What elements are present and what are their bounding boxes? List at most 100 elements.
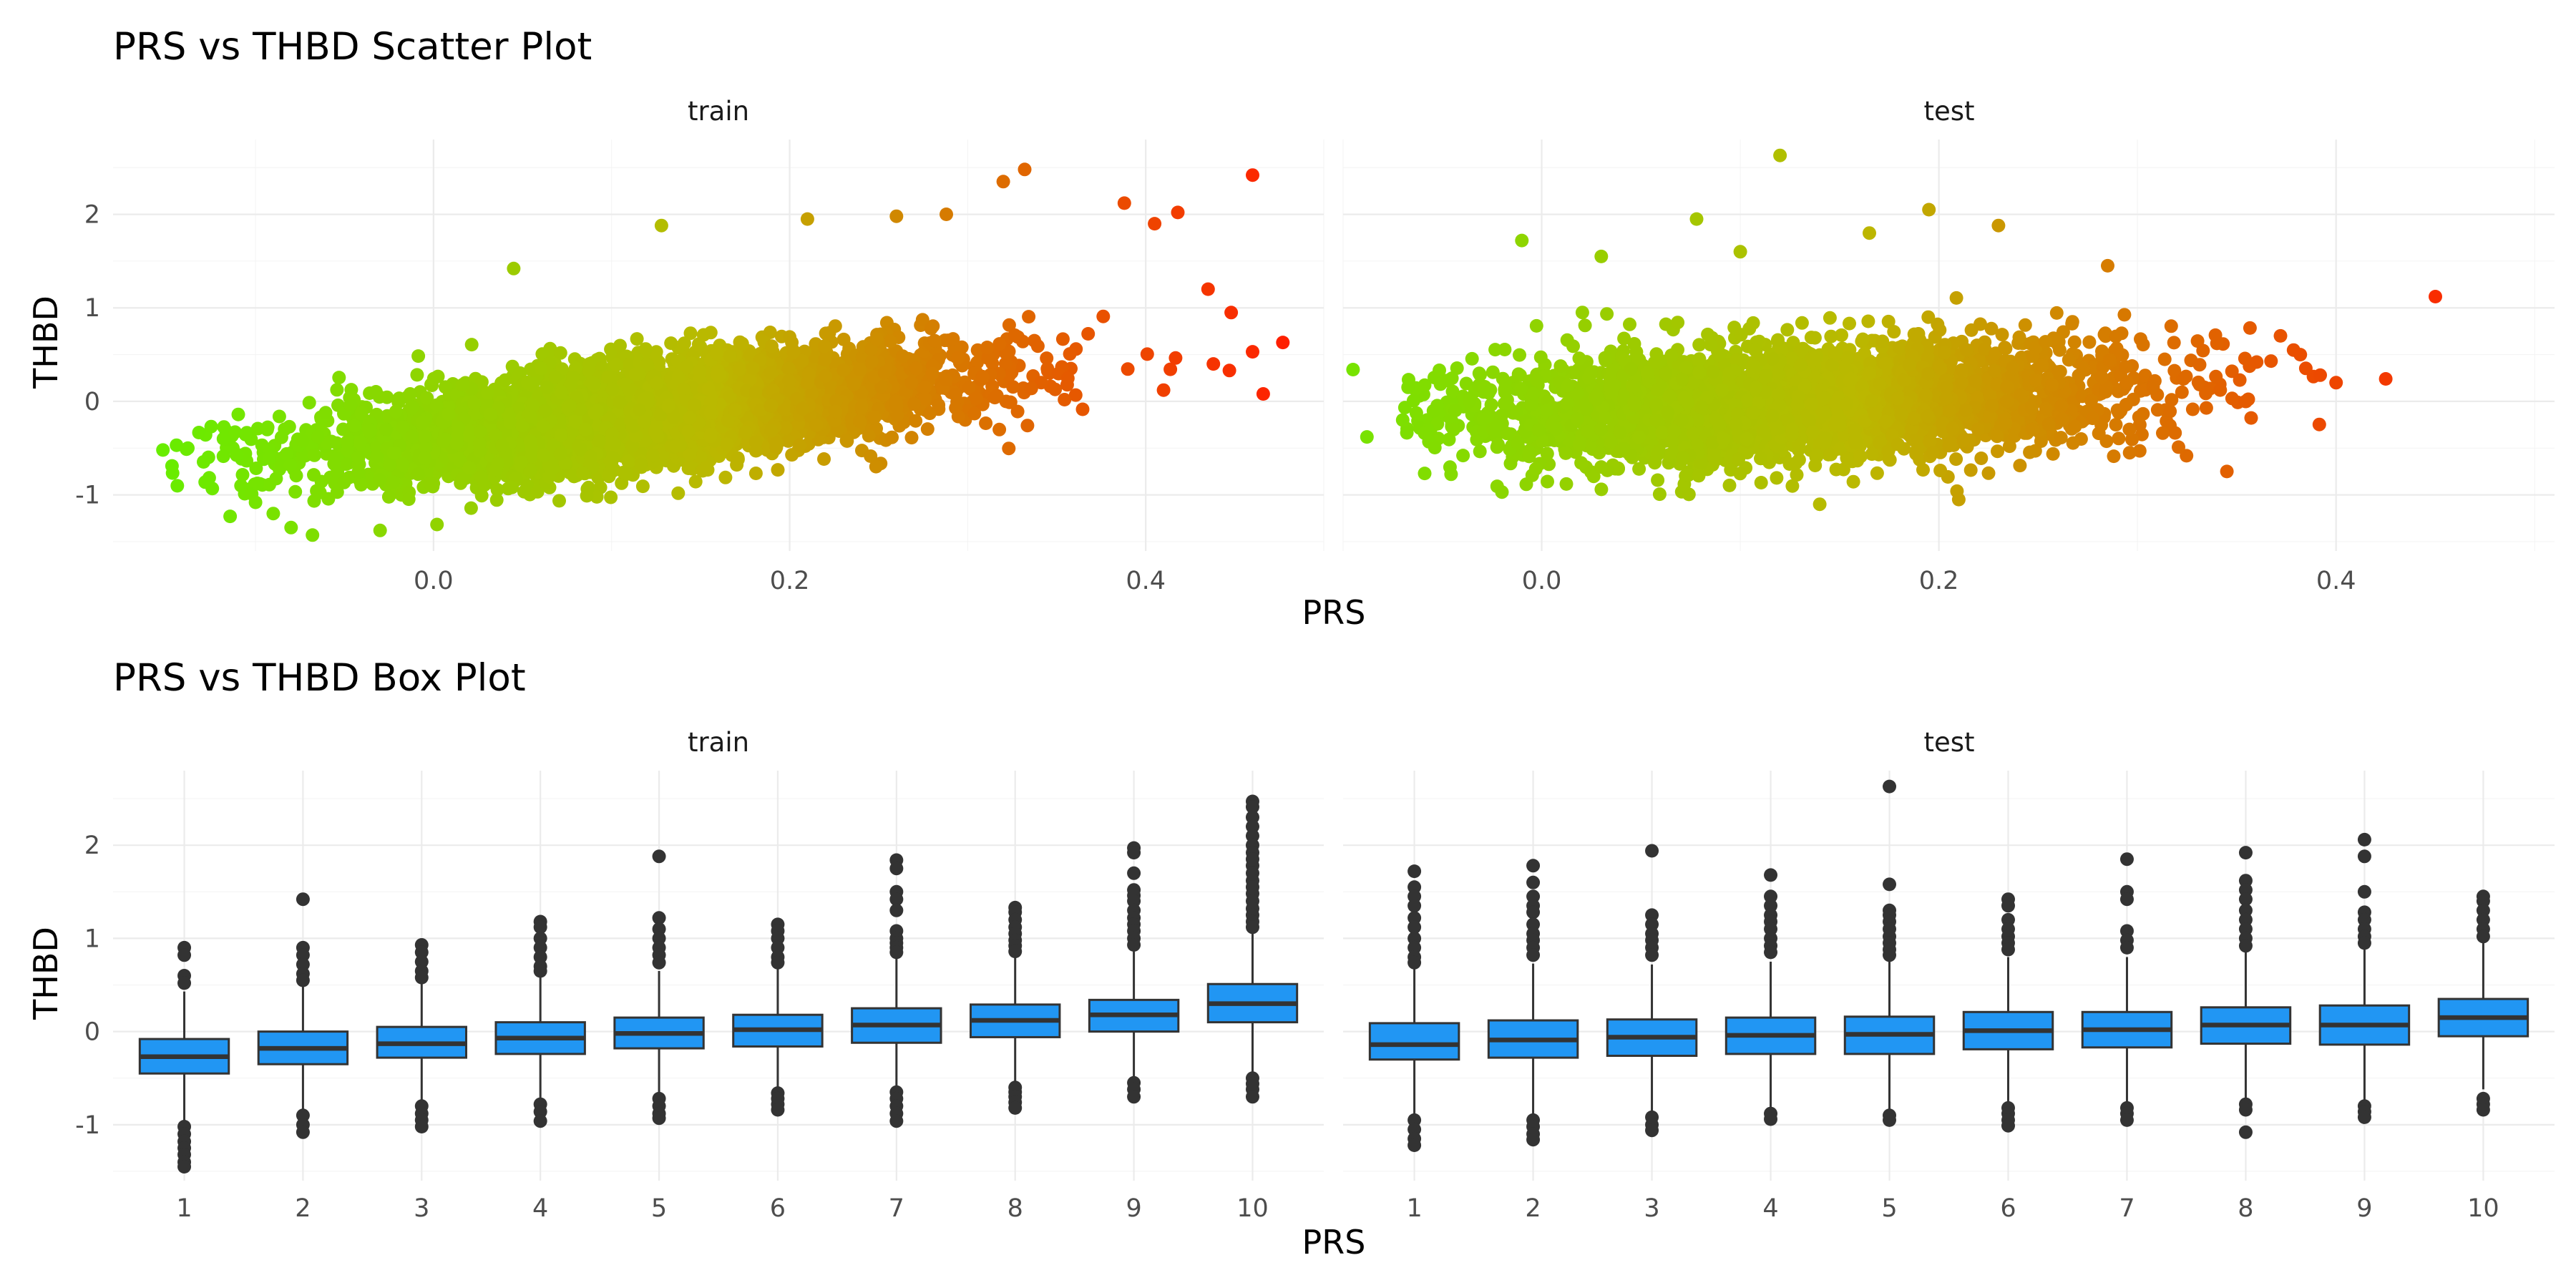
scatter-point — [735, 336, 749, 351]
scatter-point — [380, 390, 394, 404]
scatter-point — [696, 328, 711, 342]
scatter-point — [683, 326, 698, 341]
scatter-point — [628, 367, 643, 381]
scatter-point — [839, 434, 854, 448]
scatter-point — [230, 448, 244, 462]
scatter-point — [235, 468, 250, 482]
scatter-point — [198, 475, 213, 489]
scatter-point — [1163, 362, 1178, 376]
scatter-point — [582, 357, 597, 371]
scatter-point — [1040, 351, 1054, 366]
scatter-section: PRS vs THBD Scatter Plot train 0.0 0.2 0.4… — [26, 25, 2555, 632]
scatter-point — [946, 332, 960, 346]
scatter-point — [269, 472, 283, 486]
scatter-chart-title: PRS vs THBD Scatter Plot — [113, 25, 592, 69]
scatter-point — [970, 391, 984, 406]
scatter-point — [992, 422, 1007, 436]
scatter-point — [354, 477, 369, 492]
scatter-point — [1010, 404, 1025, 419]
scatter-point — [1081, 327, 1096, 341]
scatter-point — [416, 415, 430, 429]
scatter-point — [609, 358, 623, 372]
scatter-point — [765, 339, 779, 353]
scatter-point — [307, 468, 321, 482]
scatter-point — [1008, 328, 1022, 342]
scatter-point — [869, 459, 883, 474]
scatter-point — [170, 479, 185, 493]
scatter-point — [262, 451, 276, 465]
scatter-point — [489, 493, 504, 507]
scatter-point — [381, 489, 396, 504]
scatter-point — [862, 429, 876, 443]
scatter-point — [932, 398, 946, 412]
scatter-point — [330, 383, 344, 397]
scatter-point — [491, 457, 505, 470]
scatter-point — [296, 434, 310, 448]
scatter-point — [949, 388, 962, 401]
scatter-train-points — [156, 162, 1290, 542]
scatter-point — [604, 490, 618, 504]
scatter-point — [664, 336, 678, 351]
scatter-point — [1058, 393, 1072, 406]
scatter-point — [197, 455, 210, 469]
scatter-point — [635, 479, 650, 494]
scatter-point — [396, 420, 410, 434]
scatter-point — [429, 398, 444, 412]
scatter-point — [379, 422, 394, 436]
scatter-point — [1096, 309, 1111, 323]
scatter-point — [1063, 347, 1077, 361]
scatter-point — [1055, 332, 1070, 346]
scatter-point — [401, 492, 416, 507]
scatter-point — [731, 451, 745, 465]
scatter-point — [967, 406, 982, 421]
scatter-point — [467, 396, 481, 410]
scatter-point — [1024, 381, 1038, 396]
scatter-point — [503, 416, 517, 430]
scatter-point — [1075, 402, 1090, 416]
scatter-point — [396, 457, 410, 472]
scatter-point — [925, 366, 940, 381]
scatter-point — [748, 435, 763, 449]
scatter-point — [638, 342, 653, 356]
scatter-point — [231, 407, 245, 421]
scatter-point — [340, 434, 354, 449]
scatter-point — [904, 431, 919, 445]
scatter-point — [927, 333, 942, 348]
scatter-point — [430, 517, 444, 532]
scatter-point — [389, 404, 403, 419]
scatter-point — [192, 426, 206, 439]
scatter-point — [249, 462, 263, 475]
scatter-point — [951, 409, 965, 424]
scatter-point — [274, 430, 288, 444]
scatter-point — [885, 430, 899, 444]
scatter-point — [1006, 380, 1020, 394]
scatter-point — [552, 494, 566, 508]
scatter-point — [710, 346, 724, 361]
scatter-point — [992, 337, 1007, 351]
scatter-point — [464, 501, 478, 515]
scatter-point — [1140, 347, 1154, 361]
scatter-point — [410, 368, 424, 382]
scatter-point — [883, 334, 897, 348]
scatter-point — [939, 373, 953, 387]
scatter-point — [464, 338, 479, 352]
scatter-point — [311, 429, 325, 444]
scatter-point — [223, 509, 238, 524]
scatter-point — [700, 460, 713, 474]
scatter-point — [990, 389, 1004, 403]
scatter-point — [677, 336, 691, 351]
scatter-point — [854, 400, 869, 414]
scatter-point — [1003, 395, 1018, 409]
scatter-point — [634, 457, 648, 472]
scatter-point — [302, 396, 316, 410]
scatter-point — [431, 369, 445, 384]
scatter-point — [310, 484, 324, 498]
scatter-point — [455, 378, 469, 392]
scatter-point — [630, 332, 644, 346]
scatter-point — [867, 410, 882, 424]
scatter-point — [406, 429, 420, 444]
scatter-point — [818, 353, 832, 367]
scatter-point — [339, 457, 353, 471]
